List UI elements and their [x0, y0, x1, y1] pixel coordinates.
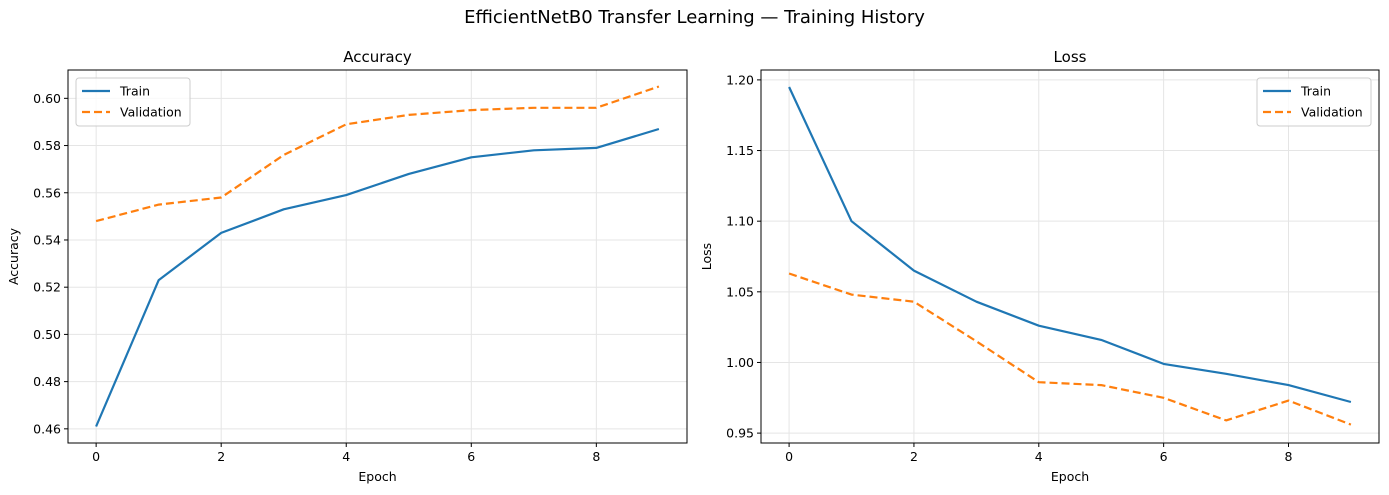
legend: Train Validation	[1256, 77, 1372, 127]
y-tick-label: 1.05	[726, 284, 754, 299]
validation-line	[95, 85, 660, 223]
figure-title: EfficientNetB0 Transfer Learning — Train…	[464, 7, 925, 28]
y-tick-label: 0.95	[726, 426, 754, 441]
x-tick-label: 6	[1160, 449, 1168, 464]
x-tick-label: 2	[910, 449, 918, 464]
y-tick-label: 0.54	[33, 232, 61, 247]
legend-label: Validation	[1301, 105, 1363, 120]
y-tick-label: 0.60	[33, 91, 61, 106]
axes-title: Loss	[1054, 48, 1087, 66]
y-tick-label: 0.58	[33, 138, 61, 153]
axes-title: Accuracy	[343, 48, 412, 66]
x-tick-label: 8	[592, 449, 600, 464]
y-tick-label: 0.48	[33, 374, 61, 389]
validation-line	[788, 272, 1352, 426]
y-tick-label: 1.10	[726, 214, 754, 229]
y-tick-label: 0.52	[33, 280, 61, 295]
legend-label: Train	[119, 84, 150, 99]
x-tick-label: 0	[785, 449, 793, 464]
x-tick-label: 8	[1285, 449, 1293, 464]
y-tick-label: 0.50	[33, 327, 61, 342]
x-tick-label: 2	[217, 449, 225, 464]
y-tick-label: 1.15	[726, 143, 754, 158]
legend-label: Train	[1300, 84, 1331, 99]
y-tick-label: 0.46	[33, 421, 61, 436]
train-line	[95, 127, 660, 427]
x-tick-label: 0	[92, 449, 100, 464]
x-tick-label: 6	[467, 449, 475, 464]
y-axis-label: Loss	[699, 243, 714, 270]
train-line	[788, 86, 1352, 404]
accuracy-axes: 0 2 4 6 8 0.46 0.48 0.50 0.52 0.54 0.56 0.58 0.60 Acc…	[6, 48, 688, 484]
y-tick-label: 0.56	[33, 185, 61, 200]
x-tick-label: 4	[342, 449, 350, 464]
y-tick-label: 1.00	[726, 355, 754, 370]
legend: Train Validation	[75, 77, 191, 127]
legend-label: Validation	[120, 105, 182, 120]
x-tick-label: 4	[1035, 449, 1043, 464]
loss-axes: 0 2 4 6 8 0.95 1.00 1.05 1.10 1.15 1.20 Loss Epoch Lo…	[699, 48, 1380, 484]
y-axis-label: Accuracy	[6, 227, 21, 285]
x-axis-label: Epoch	[1051, 469, 1089, 484]
x-axis-label: Epoch	[358, 469, 396, 484]
y-tick-label: 1.20	[726, 72, 754, 87]
